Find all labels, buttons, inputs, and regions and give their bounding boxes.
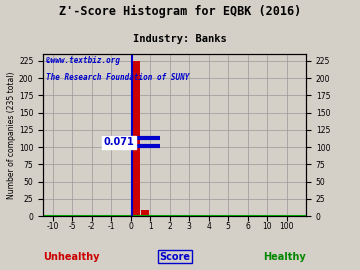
Text: Score: Score bbox=[159, 252, 190, 262]
Y-axis label: Number of companies (235 total): Number of companies (235 total) bbox=[7, 71, 16, 199]
Text: Healthy: Healthy bbox=[263, 252, 306, 262]
Text: 0.071: 0.071 bbox=[104, 137, 134, 147]
Text: Unhealthy: Unhealthy bbox=[43, 252, 100, 262]
Bar bbox=[140, 211, 149, 216]
Bar bbox=[131, 61, 140, 216]
Text: The Research Foundation of SUNY: The Research Foundation of SUNY bbox=[46, 73, 189, 82]
Text: ©www.textbiz.org: ©www.textbiz.org bbox=[46, 56, 120, 65]
Text: Z'-Score Histogram for EQBK (2016): Z'-Score Histogram for EQBK (2016) bbox=[59, 5, 301, 18]
Text: Industry: Banks: Industry: Banks bbox=[133, 34, 227, 44]
